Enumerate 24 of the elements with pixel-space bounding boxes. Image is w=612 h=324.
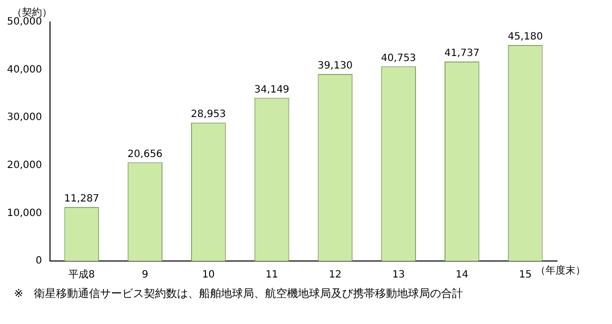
x-axis-title: （年度末） — [535, 264, 586, 277]
x-tick-label: 平成8 — [68, 268, 95, 281]
y-tick-label: 0 — [36, 256, 42, 267]
data-label: 11,287 — [64, 194, 100, 205]
data-label: 20,656 — [128, 148, 163, 160]
data-label: 34,149 — [254, 84, 290, 96]
data-label: 40,753 — [381, 52, 416, 64]
y-tick-label: 20,000 — [6, 160, 42, 171]
x-tick-label: 9 — [142, 270, 148, 281]
text: ※ 衛星移動通信サービス契約数は、船舶地球局、航空機地球局及び携帯移動地球局の合計 — [13, 286, 464, 302]
data-label: 39,130 — [318, 60, 353, 72]
x-tick-label: 13 — [392, 270, 405, 281]
y-tick-label: 10,000 — [6, 208, 42, 219]
x-tick-label: 15 — [518, 270, 532, 281]
x-tick-label: 12 — [328, 270, 342, 281]
data-label: 41,737 — [444, 48, 480, 60]
x-tick-label: 14 — [456, 270, 468, 281]
x-tick-label: 10 — [202, 270, 215, 281]
y-tick-label: 30,000 — [6, 112, 42, 124]
y-tick-label: 50,000 — [6, 16, 42, 28]
data-label: 45,180 — [508, 32, 543, 43]
y-tick-label: 40,000 — [6, 64, 42, 76]
data-label: 28,953 — [190, 109, 226, 120]
x-tick-label: 11 — [265, 270, 278, 281]
